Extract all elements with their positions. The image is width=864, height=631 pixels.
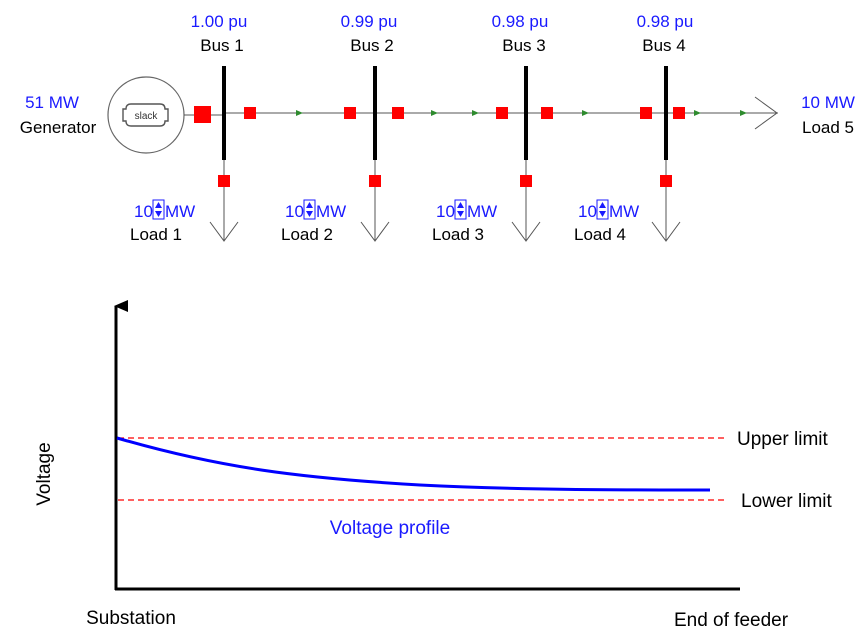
lower-limit-label: Lower limit — [741, 491, 833, 512]
load-1-stepper[interactable] — [152, 199, 165, 220]
flow-arrow — [472, 110, 479, 116]
bus-2-voltage: 0.99 pu — [341, 12, 398, 31]
load-2-unit: MW — [316, 202, 346, 221]
load-3-stepper[interactable] — [454, 199, 467, 220]
load-4-stepper[interactable] — [596, 199, 609, 220]
flow-arrow — [740, 110, 747, 116]
voltage-profile-curve — [116, 436, 711, 492]
y-axis-label: Voltage — [34, 442, 55, 505]
bus-2[interactable]: 0.99 pu Bus 2 — [341, 12, 404, 242]
bus-1[interactable]: 1.00 pu Bus 1 — [191, 12, 256, 242]
generator-symbol-label: slack — [135, 111, 159, 122]
load-4-control[interactable]: 10 MW Load 4 — [574, 199, 639, 244]
flow-arrow — [296, 110, 303, 116]
load-1-value: 10 — [134, 202, 153, 221]
load-4-unit: MW — [609, 202, 639, 221]
stepper-up-icon[interactable] — [155, 202, 162, 208]
load-1-unit: MW — [165, 202, 195, 221]
generator-output-value: 51 MW — [25, 93, 79, 112]
generator-label: Generator — [20, 118, 97, 137]
flow-arrow — [431, 110, 438, 116]
load-1-arrow-icon — [209, 221, 239, 242]
load-1-control[interactable]: 10 MW Load 1 — [130, 199, 195, 244]
stepper-down-icon[interactable] — [599, 211, 606, 217]
one-line-diagram: slack 51 MW Generator 1.00 pu Bus 1 — [20, 12, 855, 244]
load-1-label: Load 1 — [130, 225, 182, 244]
upper-limit-label: Upper limit — [737, 429, 829, 450]
stepper-down-icon[interactable] — [306, 211, 313, 217]
load-3-value: 10 — [436, 202, 455, 221]
load-4-value: 10 — [578, 202, 597, 221]
stepper-down-icon[interactable] — [155, 211, 162, 217]
bus-3-out-breaker[interactable] — [541, 107, 553, 119]
bus-2-label: Bus 2 — [350, 36, 393, 55]
bus-2-out-breaker[interactable] — [392, 107, 404, 119]
load-3-unit: MW — [467, 202, 497, 221]
x-start-label: Substation — [86, 608, 176, 629]
generator[interactable]: slack — [107, 76, 185, 154]
bus-4-in-breaker[interactable] — [640, 107, 652, 119]
load-4-label: Load 4 — [574, 225, 626, 244]
slack-symbol-icon — [122, 103, 169, 127]
stepper-up-icon[interactable] — [599, 202, 606, 208]
load-4-arrow-icon — [651, 221, 681, 242]
voltage-profile-label: Voltage profile — [330, 518, 450, 539]
load-5-value: 10 MW — [801, 93, 855, 112]
load-2-value: 10 — [285, 202, 304, 221]
load-4-breaker[interactable] — [660, 175, 672, 187]
load-1-breaker[interactable] — [218, 175, 230, 187]
load-3-label: Load 3 — [432, 225, 484, 244]
load-3-arrow-icon — [511, 221, 541, 242]
load-5-arrow-icon — [754, 96, 778, 130]
bus-1-line-breaker[interactable] — [244, 107, 256, 119]
bus-1-voltage: 1.00 pu — [191, 12, 248, 31]
stepper-up-icon[interactable] — [306, 202, 313, 208]
load-2-arrow-icon — [360, 221, 390, 242]
load-2-label: Load 2 — [281, 225, 333, 244]
voltage-profile-graph: Voltage Substation End of feeder Upper l… — [34, 300, 833, 631]
bus-4-voltage: 0.98 pu — [637, 12, 694, 31]
generator-breaker[interactable] — [194, 106, 211, 123]
stepper-up-icon[interactable] — [457, 202, 464, 208]
load-2-control[interactable]: 10 MW Load 2 — [281, 199, 346, 244]
stepper-down-icon[interactable] — [457, 211, 464, 217]
bus-4-out-breaker[interactable] — [673, 107, 685, 119]
load-3-breaker[interactable] — [520, 175, 532, 187]
bus-3-in-breaker[interactable] — [496, 107, 508, 119]
load-5-label: Load 5 — [802, 118, 854, 137]
bus-4-label: Bus 4 — [642, 36, 685, 55]
bus-3-voltage: 0.98 pu — [492, 12, 549, 31]
flow-arrow — [694, 110, 701, 116]
bus-4[interactable]: 0.98 pu Bus 4 — [637, 12, 694, 242]
flow-arrow — [582, 110, 589, 116]
bus-2-in-breaker[interactable] — [344, 107, 356, 119]
load-2-breaker[interactable] — [369, 175, 381, 187]
bus-3-label: Bus 3 — [502, 36, 545, 55]
load-2-stepper[interactable] — [303, 199, 316, 220]
bus-3[interactable]: 0.98 pu Bus 3 — [492, 12, 553, 242]
load-3-control[interactable]: 10 MW Load 3 — [432, 199, 497, 244]
bus-1-label: Bus 1 — [200, 36, 243, 55]
x-end-label: End of feeder — [674, 610, 789, 631]
